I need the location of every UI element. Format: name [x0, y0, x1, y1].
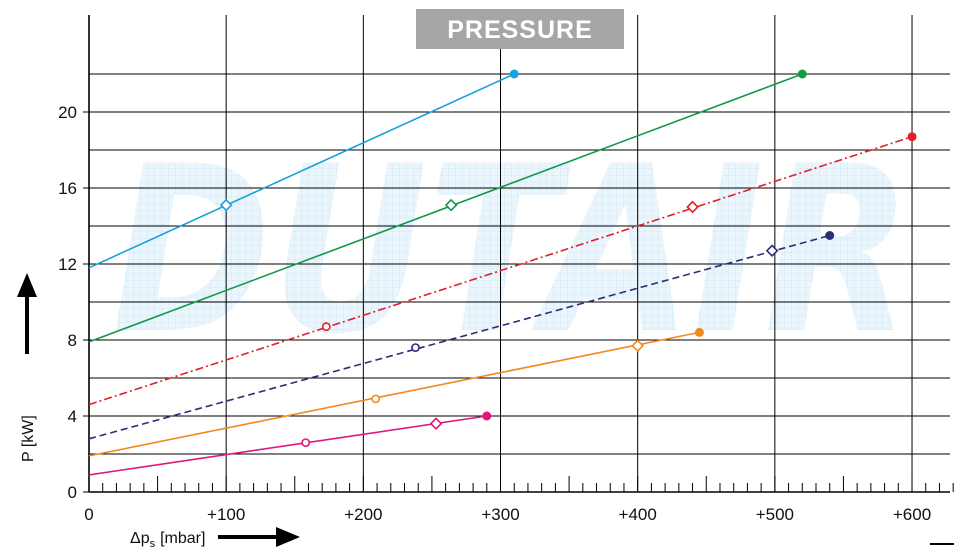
series-end-dot [482, 411, 492, 421]
series-circle-marker [301, 438, 311, 447]
series-diamond-marker [219, 198, 233, 212]
x-tick-label: +600 [893, 505, 931, 524]
series-diamond-marker [429, 417, 443, 430]
series-end-dot [509, 69, 519, 79]
x-tick-label: +500 [756, 505, 794, 524]
series-circle-marker [321, 322, 331, 332]
series-line [88, 331, 700, 457]
y-tick-label: 8 [68, 331, 77, 350]
series-end-dot [797, 69, 807, 79]
x-tick-label: +100 [207, 505, 245, 524]
series-diamond-marker [444, 198, 458, 212]
series-diamond-marker [686, 200, 699, 214]
x-tick-label: +200 [344, 505, 382, 524]
axes [83, 15, 954, 493]
y-tick-label: 16 [58, 179, 77, 198]
x-tick-label: +300 [481, 505, 519, 524]
series-line [88, 234, 830, 440]
grid [89, 15, 950, 492]
series-line [88, 73, 803, 343]
series-circle-marker [411, 343, 420, 352]
series-4 [88, 231, 835, 440]
watermark-text: DUTAIR [112, 118, 912, 385]
svg-text:Δps[mbar]: Δps [mbar] [130, 530, 205, 547]
title-text: PRESSURE [447, 16, 593, 44]
series-diamond-marker [631, 339, 645, 353]
x-axis-label: Δp [130, 530, 150, 547]
series-end-dot [694, 327, 704, 337]
series-3 [88, 132, 917, 406]
series-diamond-marker [765, 244, 779, 258]
y-tick-label: 20 [58, 103, 77, 122]
x-axis-unit: [mbar] [160, 530, 205, 547]
y-axis-label: P [kW] [20, 415, 37, 462]
series-end-dot [825, 231, 835, 240]
x-axis-label-sub: s [150, 538, 156, 547]
y-tick-label: 4 [68, 407, 77, 426]
series-layer [88, 69, 917, 476]
y-tick-label: 0 [68, 483, 77, 502]
series-line [88, 135, 913, 406]
series-line [88, 73, 515, 269]
series-1 [88, 69, 519, 269]
chart-title: PRESSURE [416, 9, 624, 49]
x-axis-title: Δps [mbar] [130, 527, 300, 547]
y-axis-title: P [kW] [17, 273, 37, 462]
x-tick-label: 0 [84, 505, 93, 524]
y-tick-label: 12 [58, 255, 77, 274]
series-line [88, 415, 487, 476]
title-background [416, 9, 624, 49]
series-6 [88, 411, 492, 476]
tick-labels: 0 +100 +200 +300 +400 +500 +600 0 4 8 12 16 20 [58, 103, 931, 524]
series-2 [88, 69, 807, 343]
x-axis-arrow-icon [218, 527, 300, 547]
series-circle-marker [371, 394, 381, 404]
series-5 [88, 327, 704, 457]
x-tick-label: +400 [619, 505, 657, 524]
series-end-dot [907, 132, 917, 142]
y-axis-arrow-icon [17, 273, 37, 354]
